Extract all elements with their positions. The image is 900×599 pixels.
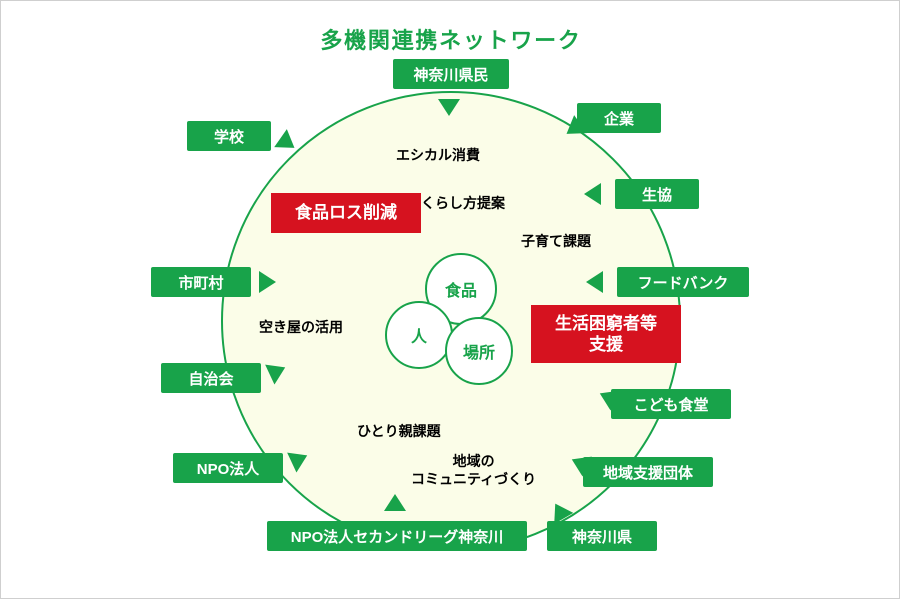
- inner-label-community: 地域の コミュニティづくり: [411, 453, 536, 488]
- inner-label-lifestyle: くらし方提案: [421, 195, 505, 213]
- org-box-kodomo: こども食堂: [611, 389, 731, 419]
- org-box-municipality: 市町村: [151, 267, 251, 297]
- arrow-icon: [584, 183, 601, 205]
- arrow-icon: [384, 494, 406, 511]
- org-box-school: 学校: [187, 121, 271, 151]
- arrow-icon: [586, 271, 603, 293]
- red-box-food-loss: 食品ロス削減: [271, 193, 421, 233]
- org-box-foodbank: フードバンク: [617, 267, 749, 297]
- arrow-icon: [259, 271, 276, 293]
- inner-label-childcare: 子育て課題: [521, 233, 591, 251]
- org-box-kanagawa-pref: 神奈川県: [547, 521, 657, 551]
- inner-label-ethical: エシカル消費: [396, 147, 480, 165]
- org-box-residents: 自治会: [161, 363, 261, 393]
- center-circle-person: 人: [385, 301, 453, 369]
- inner-label-vacant: 空き屋の活用: [259, 319, 343, 337]
- org-box-coop: 生協: [615, 179, 699, 209]
- diagram-frame: 多機関連携ネットワーク 食品人場所 食品ロス削減生活困窮者等 支援 エシカル消費…: [0, 0, 900, 599]
- arrow-icon: [438, 99, 460, 116]
- org-box-npo: NPO法人: [173, 453, 283, 483]
- org-box-npo-second: NPO法人セカンドリーグ神奈川: [267, 521, 527, 551]
- org-box-kanagawa-citizen: 神奈川県民: [393, 59, 509, 89]
- inner-label-single: ひとり親課題: [357, 423, 441, 441]
- center-circle-place: 場所: [445, 317, 513, 385]
- org-box-local-support: 地域支援団体: [583, 457, 713, 487]
- org-box-company: 企業: [577, 103, 661, 133]
- diagram-title: 多機関連携ネットワーク: [1, 23, 900, 55]
- red-box-support: 生活困窮者等 支援: [531, 305, 681, 363]
